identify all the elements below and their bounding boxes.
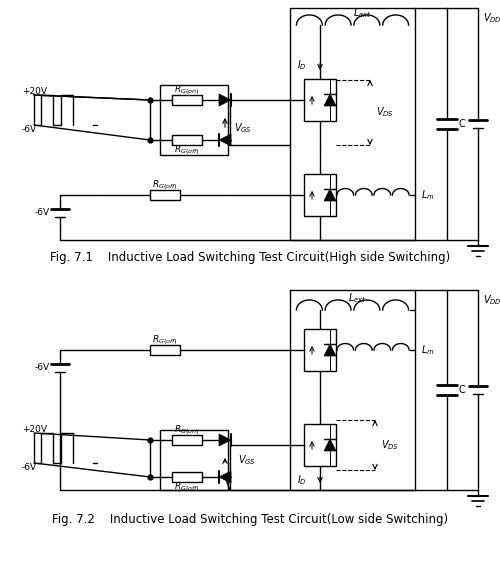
Text: -6V: -6V xyxy=(22,124,37,134)
Text: $V_{DS}$: $V_{DS}$ xyxy=(381,438,399,452)
Text: $V_{DD}$: $V_{DD}$ xyxy=(482,11,500,25)
Text: $V_{DS}$: $V_{DS}$ xyxy=(376,105,394,119)
Bar xyxy=(304,424,336,466)
Text: $L_{ext}$: $L_{ext}$ xyxy=(348,291,367,305)
Bar xyxy=(172,472,202,482)
Text: $R_{G(off)}$: $R_{G(off)}$ xyxy=(152,333,178,347)
Bar xyxy=(160,430,228,490)
Text: $R_{G(off)}$: $R_{G(off)}$ xyxy=(174,143,200,157)
Text: Fig. 7.1    Inductive Load Switching Test Circuit(High side Switching): Fig. 7.1 Inductive Load Switching Test C… xyxy=(50,252,450,265)
Polygon shape xyxy=(219,471,231,483)
Text: $I_D$: $I_D$ xyxy=(297,58,307,72)
Polygon shape xyxy=(324,94,336,106)
Text: $R_{G(on)}$: $R_{G(on)}$ xyxy=(174,423,200,437)
Text: C: C xyxy=(458,385,466,395)
Bar xyxy=(304,79,336,121)
Text: $I_D$: $I_D$ xyxy=(297,473,307,487)
Bar xyxy=(172,135,202,145)
Text: $V_{GS}$: $V_{GS}$ xyxy=(238,453,256,467)
Bar xyxy=(304,329,336,371)
Bar xyxy=(172,435,202,445)
Text: +20V: +20V xyxy=(22,425,47,433)
Polygon shape xyxy=(219,134,231,146)
Text: C: C xyxy=(458,119,466,129)
Text: $V_{GS}$: $V_{GS}$ xyxy=(234,121,252,135)
Text: $L_m$: $L_m$ xyxy=(421,343,435,357)
Bar xyxy=(304,174,336,216)
Text: +20V: +20V xyxy=(22,86,47,96)
Bar xyxy=(160,85,228,155)
Text: -6V: -6V xyxy=(34,208,50,217)
Text: $V_{DD}$: $V_{DD}$ xyxy=(482,293,500,307)
Text: $R_{G(off)}$: $R_{G(off)}$ xyxy=(174,480,200,494)
Text: $L_m$: $L_m$ xyxy=(421,188,435,202)
Polygon shape xyxy=(219,94,231,106)
Polygon shape xyxy=(324,439,336,451)
Text: $L_{ext}$: $L_{ext}$ xyxy=(353,6,372,20)
Polygon shape xyxy=(324,344,336,356)
Bar xyxy=(150,190,180,200)
Text: -6V: -6V xyxy=(34,363,50,372)
Text: Fig. 7.2    Inductive Load Switching Test Circuit(Low side Switching): Fig. 7.2 Inductive Load Switching Test C… xyxy=(52,513,448,527)
Polygon shape xyxy=(219,434,231,446)
Text: $R_{G(on)}$: $R_{G(on)}$ xyxy=(174,83,200,97)
Bar xyxy=(150,345,180,355)
Bar xyxy=(172,95,202,105)
Text: $R_{G(off)}$: $R_{G(off)}$ xyxy=(152,178,178,192)
Text: -6V: -6V xyxy=(22,463,37,471)
Polygon shape xyxy=(324,189,336,201)
